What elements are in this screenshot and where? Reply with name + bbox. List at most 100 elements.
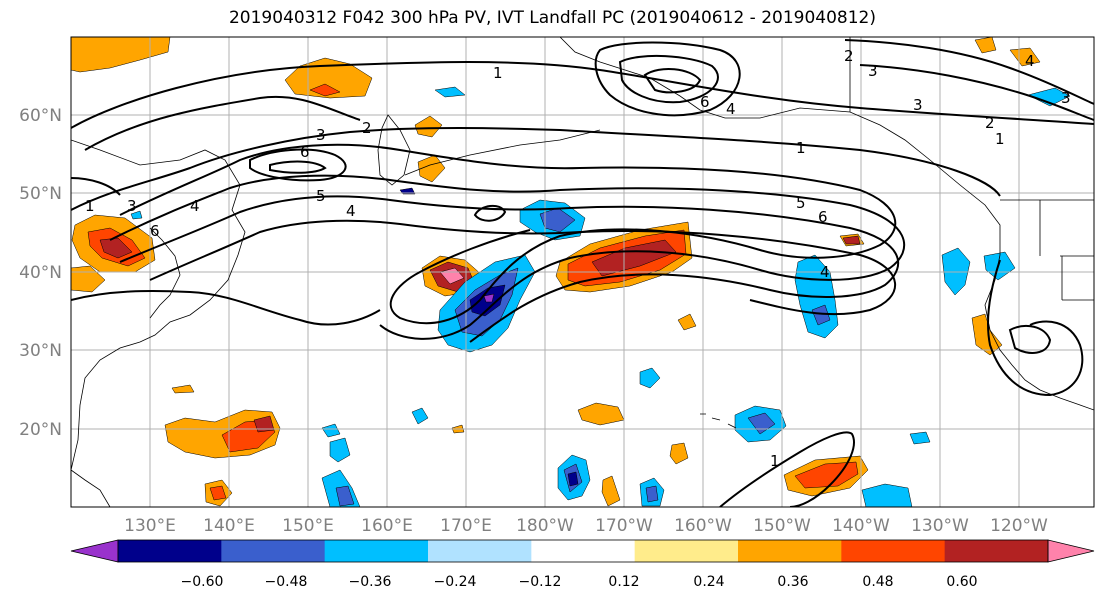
positive-anomaly-patch: [591, 239, 677, 277]
graticule: [71, 37, 1094, 507]
lon-label: 120°W: [990, 516, 1048, 536]
lon-label: 180°W: [516, 516, 574, 536]
coastline-alaska: [559, 37, 1001, 255]
negative-anomaly-patch: [321, 423, 341, 438]
colorbar-cell: [531, 540, 636, 562]
contour-label: 1: [770, 452, 780, 470]
coastline-philippines: [71, 469, 111, 507]
anomaly-shading: [71, 37, 1071, 507]
pv-contour: [1008, 324, 1052, 354]
contour-label: 3: [913, 96, 923, 114]
pv-contour: [859, 64, 1094, 121]
pv-contour: [71, 127, 1001, 211]
pv-contour: [594, 41, 741, 117]
positive-anomaly-patch: [1009, 47, 1041, 67]
pv-contour: [84, 95, 361, 151]
negative-anomaly-patch: [335, 485, 355, 507]
coastline-north-america: [984, 254, 1094, 411]
colorbar-tick-label: 0.48: [862, 574, 893, 590]
positive-anomaly-patch: [209, 485, 227, 501]
pv-contour: [119, 143, 897, 325]
pv-contour: [844, 39, 1094, 105]
coastline-hawaii: [700, 413, 737, 429]
pv-contour: [71, 61, 1094, 129]
lon-label: 160°E: [361, 516, 413, 536]
positive-anomaly-patch: [971, 313, 1003, 356]
colorbar-cell: [221, 540, 326, 562]
contour-label: 6: [300, 143, 310, 161]
negative-anomaly-patch: [130, 210, 143, 220]
colorbar-tick-label: 0.60: [946, 574, 977, 590]
contour-label: 2: [844, 47, 854, 65]
negative-anomaly-patch: [567, 471, 579, 487]
lat-label: 20°N: [19, 420, 62, 440]
lon-label: 170°E: [440, 516, 492, 536]
colorbar-extension-high: [1047, 539, 1095, 563]
pv-contour: [618, 54, 719, 104]
pv-contour: [269, 160, 327, 174]
coastline-japan: [149, 227, 181, 319]
lon-label: 150°E: [282, 516, 334, 536]
contour-label: 2: [985, 114, 995, 132]
lat-label: 30°N: [19, 341, 62, 361]
negative-anomaly-patch: [811, 304, 831, 326]
lat-label: 50°N: [19, 184, 62, 204]
colorbar-tick-label: 0.12: [608, 574, 639, 590]
contour-label: 4: [1025, 52, 1035, 70]
pv-contour: [119, 195, 900, 343]
lon-label: 150°W: [753, 516, 811, 536]
positive-anomaly-patch: [71, 37, 171, 73]
positive-anomaly-patch: [309, 83, 341, 97]
negative-anomaly-patch: [909, 431, 931, 445]
colorbar-labels: −0.60 −0.48 −0.36 −0.24 −0.12 0.12 0.24 …: [181, 574, 978, 590]
pv-contour: [149, 219, 897, 316]
positive-anomaly-patch: [974, 37, 997, 54]
contour-label: 4: [190, 197, 200, 215]
contour-label: 1: [85, 197, 95, 215]
contour-label: 6: [700, 93, 710, 111]
colorbar-tick-label: −0.36: [349, 574, 392, 590]
positive-anomaly-patch: [794, 461, 859, 489]
pv-contour: [71, 289, 381, 326]
contour-labels: 1 2 3 3 4 5 6 1 2 3 3 6 4 1 2 1 5 6 4 4 …: [85, 47, 1071, 470]
positive-anomaly-patch: [577, 402, 625, 426]
colorbar-cells: [70, 539, 1095, 563]
lon-label: 160°W: [674, 516, 732, 536]
lat-label: 40°N: [19, 263, 62, 283]
negative-anomaly-patch: [861, 483, 913, 507]
colorbar-cell: [324, 540, 429, 562]
contour-label: 4: [346, 202, 356, 220]
contour-label: 2: [362, 119, 372, 137]
negative-anomaly-patch: [983, 251, 1016, 281]
contour-label: 1: [995, 130, 1005, 148]
colorbar-cell: [634, 540, 739, 562]
map-area: 1 2 3 3 4 5 6 1 2 3 3 6 4 1 2 1 5 6 4 4 …: [71, 37, 1094, 507]
colorbar-cell: [841, 540, 946, 562]
positive-anomaly-patch: [171, 384, 195, 394]
pv-contour: [109, 174, 906, 340]
pv-contour: [71, 177, 121, 196]
positive-anomaly-patch: [669, 442, 689, 465]
latitude-labels: 60°N 50°N 40°N 30°N 20°N: [19, 106, 62, 440]
colorbar: −0.60 −0.48 −0.36 −0.24 −0.12 0.12 0.24 …: [70, 539, 1095, 590]
negative-anomaly-patch: [1027, 87, 1071, 107]
state-borders: [849, 37, 1094, 301]
contour-label: 1: [796, 139, 806, 157]
contour-label: 5: [796, 194, 806, 212]
coastline-aleutians: [404, 129, 601, 176]
negative-anomaly-patch: [645, 485, 659, 503]
lon-label: 170°W: [595, 516, 653, 536]
lon-label: 130°W: [911, 516, 969, 536]
lat-label: 60°N: [19, 106, 62, 126]
positive-anomaly-patch: [842, 235, 861, 245]
pv-contour: [249, 148, 347, 182]
colorbar-tick-label: 0.24: [693, 574, 724, 590]
colorbar-cell: [428, 540, 532, 562]
lon-label: 130°E: [124, 516, 176, 536]
pv-contour: [643, 68, 702, 94]
pv-contour: [987, 259, 1084, 397]
map-frame: [70, 36, 1095, 508]
contour-label: 5: [316, 187, 326, 205]
colorbar-outline: [117, 539, 1049, 563]
